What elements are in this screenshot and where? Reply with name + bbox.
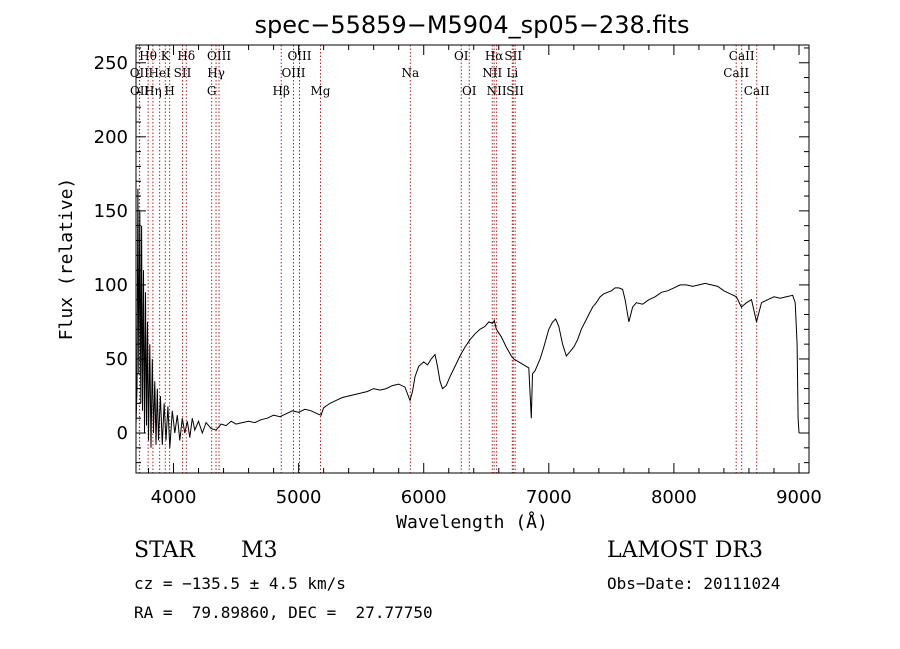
x-tick-label: 8000 [651,487,697,508]
spectrum-chart: spec−55859−M5904_sp05−238.fits Hθ K Hδ OIII… [56,11,822,533]
x-axis-label: Wavelength (Å) [396,511,548,533]
line-label-24: OI [462,84,477,98]
object-subclass: M3 [241,538,278,563]
y-tick-label: 150 [94,201,128,222]
line-label-7: SII [504,49,522,63]
survey-name: LAMOST DR3 [607,538,763,563]
y-tick-label: 250 [94,53,128,74]
line-label-18: OII [130,84,150,98]
line-label-13: OIII [281,66,305,80]
emission-line-markers [138,45,758,473]
x-axis-ticks: 4000 5000 6000 7000 8000 9000 [148,45,822,508]
plot-frame [135,44,810,474]
object-class: STAR [134,538,195,563]
x-tick-label: 9000 [776,487,822,508]
line-label-1: K [161,49,171,63]
chart-title: spec−55859−M5904_sp05−238.fits [255,11,690,39]
line-label-26: SII [506,84,524,98]
line-label-3: OIII [207,49,231,63]
line-label-10: HeI [148,66,171,80]
redshift-velocity: cz = −135.5 ± 4.5 km/s [134,574,346,593]
line-label-4: OIII [287,49,311,63]
x-tick-label: 4000 [151,487,197,508]
line-label-19: Hη [144,84,162,98]
line-label-12: Hγ [207,66,225,80]
x-tick-label: 6000 [401,487,447,508]
line-label-9: OII [130,66,150,80]
line-label-23: Mg [311,84,331,98]
line-label-22: Hβ [273,84,290,98]
line-label-2: Hδ [177,49,195,63]
y-tick-label: 200 [94,127,128,148]
y-tick-label: 50 [105,349,128,370]
y-tick-label: 100 [94,275,128,296]
line-label-15: NII [482,66,502,80]
line-label-8: CaII [729,49,755,63]
line-label-21: G [207,84,217,98]
line-label-20: H [164,84,174,98]
line-label-27: CaII [744,84,770,98]
x-tick-label: 7000 [526,487,572,508]
line-label-25: NII [487,84,507,98]
line-label-11: SII [174,66,192,80]
line-label-14: Na [402,66,420,80]
y-axis-label: Flux (relative) [56,178,77,341]
y-axis-ticks: 0 50 100 150 200 250 [94,47,809,464]
x-tick-label: 5000 [276,487,322,508]
spectrum-series-line [135,188,800,448]
y-tick-label: 0 [117,423,128,444]
line-label-17: CaII [723,66,749,80]
coordinates: RA = 79.89860, DEC = 27.77750 [134,603,433,622]
observation-date: Obs−Date: 20111024 [607,574,781,593]
line-label-16: Li [506,66,518,80]
line-label-0: Hθ [139,49,157,63]
line-label-5: OI [454,49,469,63]
line-label-6: Hα [485,49,504,63]
